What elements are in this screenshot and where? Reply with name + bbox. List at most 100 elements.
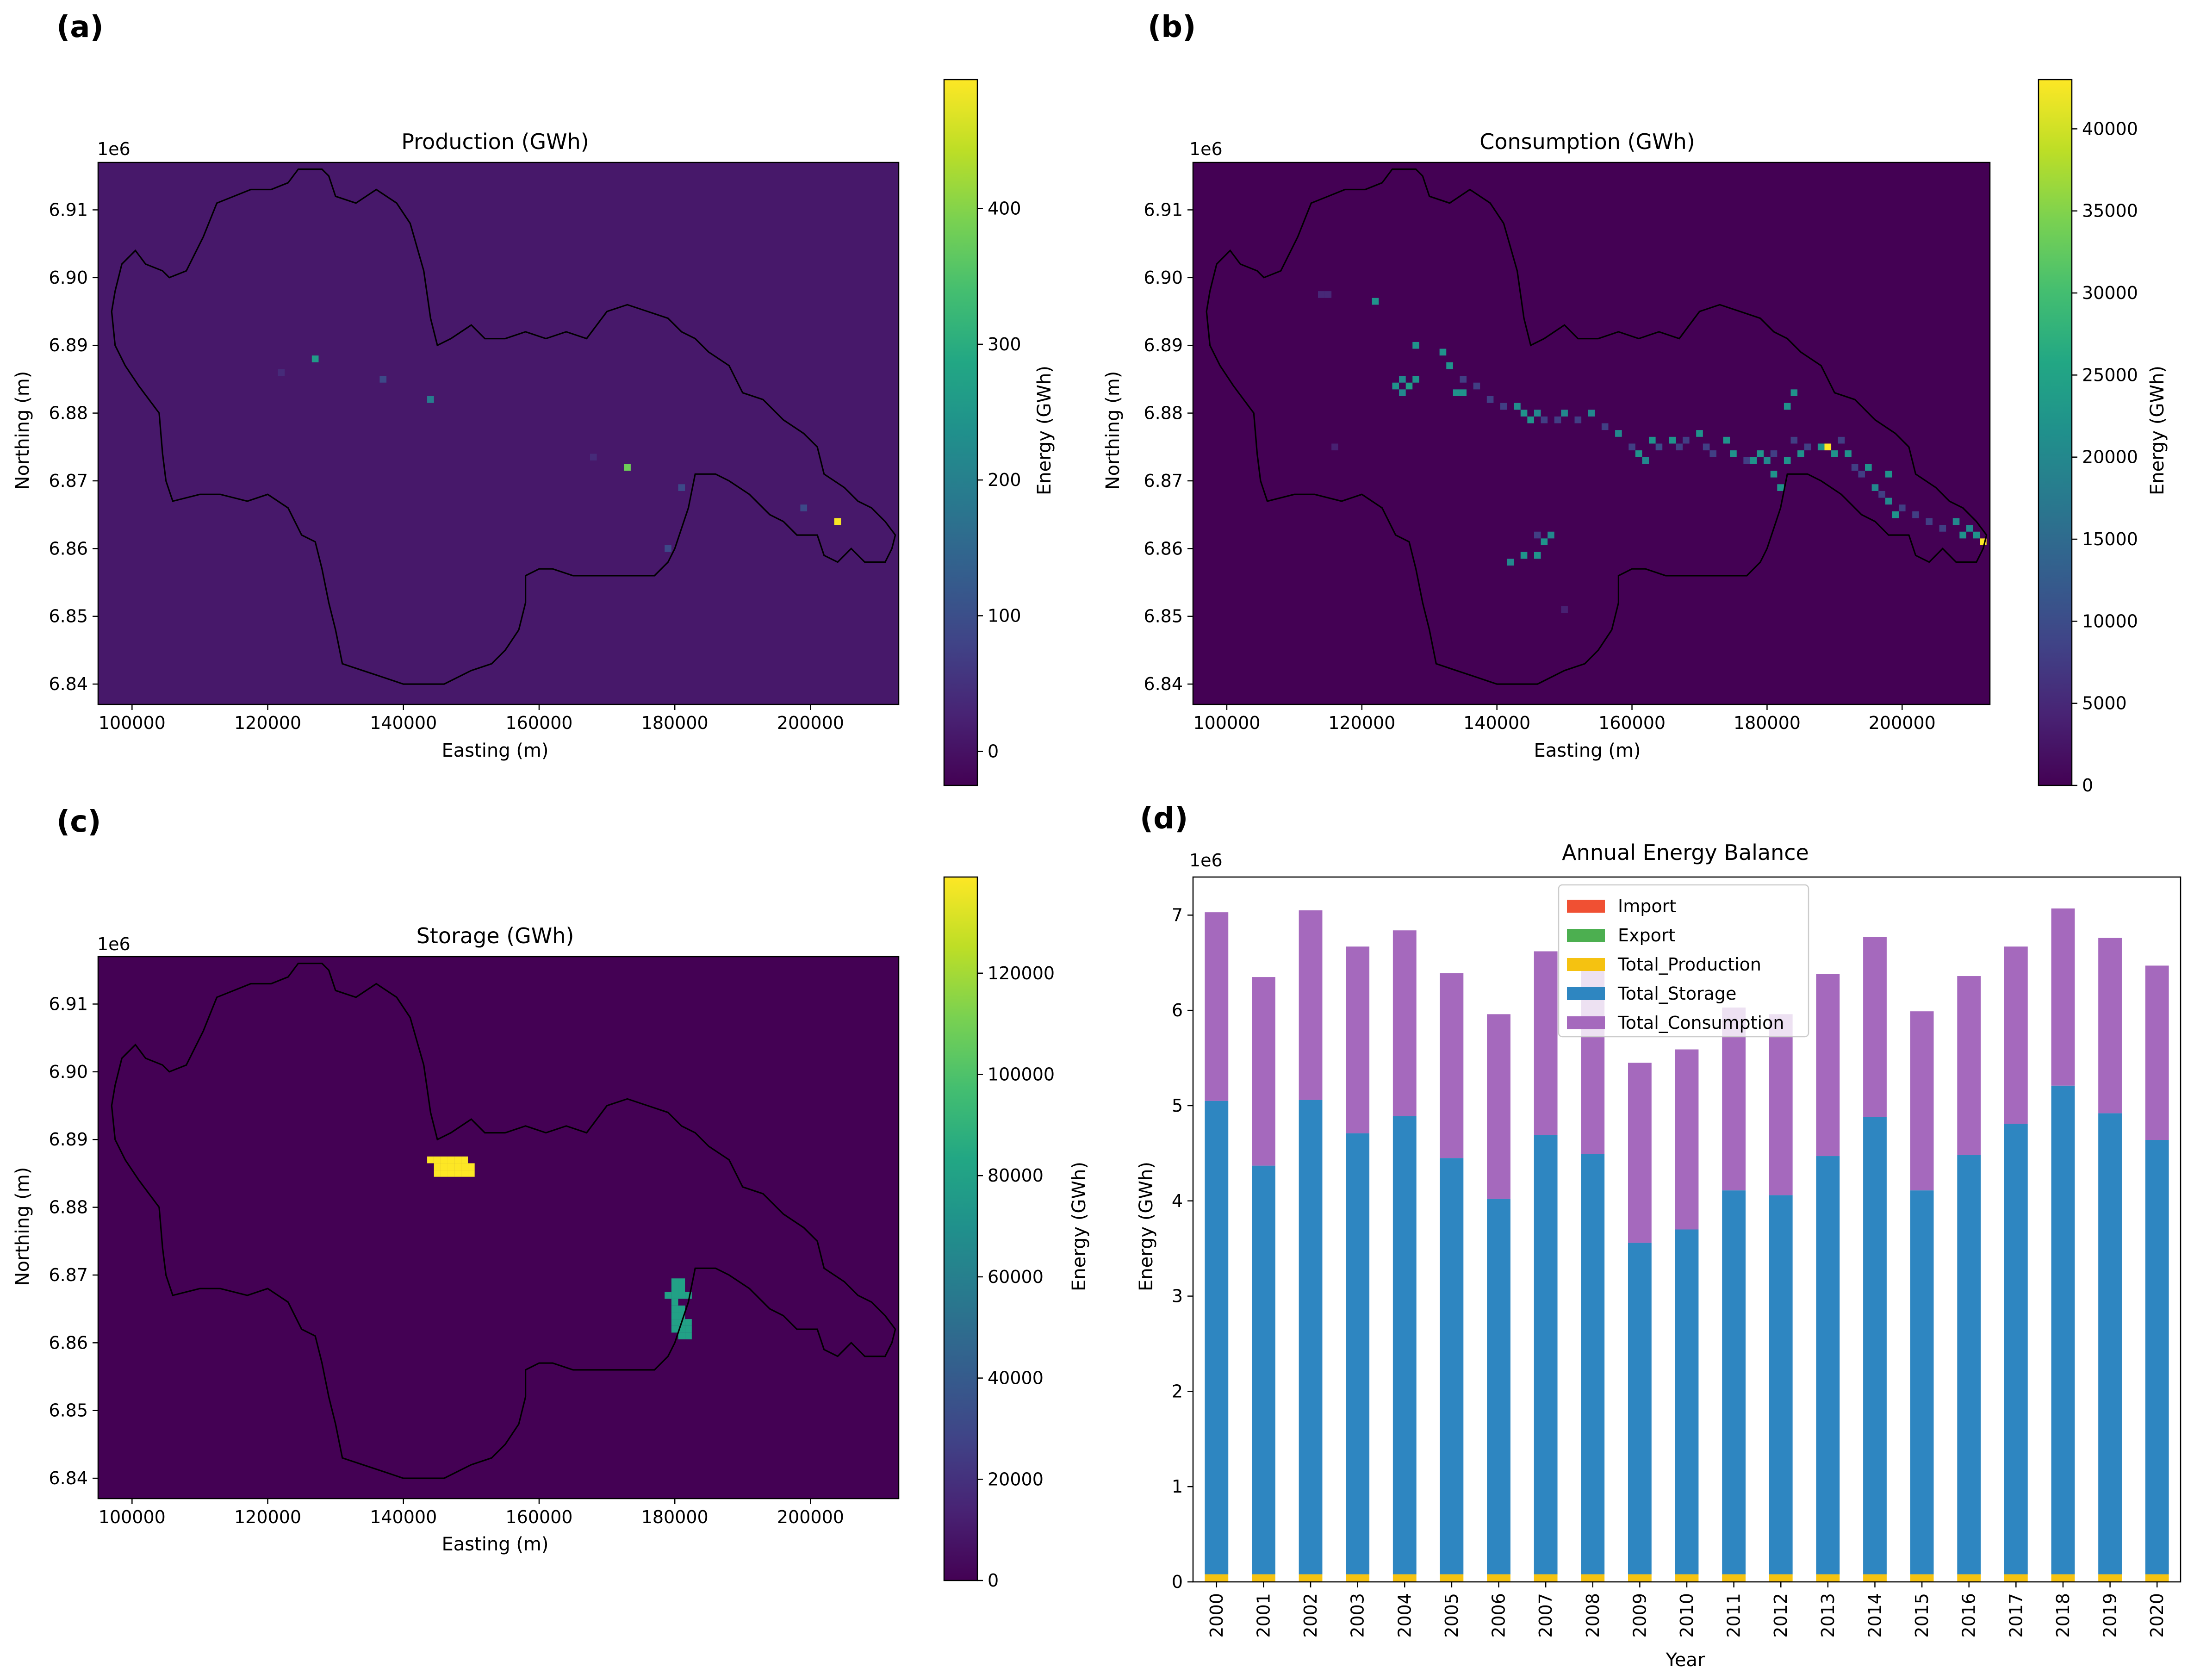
x-tick-label: 2010 xyxy=(1677,1593,1697,1638)
bar-segment xyxy=(2098,1113,2122,1574)
heatmap-cell xyxy=(1460,389,1467,396)
bar-segment xyxy=(1534,1135,1558,1574)
heatmap-cell xyxy=(678,1278,685,1285)
heatmap-cell xyxy=(1655,443,1663,451)
x-tick-label: 120000 xyxy=(1328,713,1395,733)
y-tick-label: 6.85 xyxy=(49,1400,88,1421)
heatmap-cell xyxy=(624,464,631,471)
bar-segment xyxy=(1581,1574,1605,1582)
y-tick-label: 6.88 xyxy=(49,403,88,423)
panel-c-xlabel: Easting (m) xyxy=(441,1534,548,1555)
x-tick-label: 2002 xyxy=(1300,1593,1321,1638)
heatmap-cell xyxy=(1885,471,1892,478)
heatmap-cell xyxy=(1790,389,1798,396)
heatmap-cell xyxy=(1561,606,1568,613)
bar-segment xyxy=(1863,1574,1887,1582)
heatmap-cell xyxy=(1399,389,1406,396)
y-tick-label: 6.90 xyxy=(49,1062,88,1082)
heatmap-cell xyxy=(1318,291,1325,298)
y-tick-label: 6.87 xyxy=(1144,471,1183,491)
bar-segment xyxy=(2051,1085,2075,1574)
bar-segment xyxy=(2145,1574,2169,1582)
bar-segment xyxy=(2004,1574,2028,1582)
x-tick-label: 100000 xyxy=(99,713,166,733)
bar-segment xyxy=(1440,973,1464,1158)
x-tick-label: 2003 xyxy=(1348,1593,1368,1638)
heatmap-cell xyxy=(441,1170,448,1177)
colorbar-tick-label: 20000 xyxy=(2082,447,2138,467)
x-tick-label: 120000 xyxy=(234,713,301,733)
heatmap-cell xyxy=(1514,403,1521,410)
panel-b-y-offset: 1e6 xyxy=(1189,139,1223,159)
heatmap-cell xyxy=(379,376,387,383)
heatmap-cell xyxy=(1696,430,1703,437)
region-outline xyxy=(111,963,896,1479)
panel-b-plot-area: 100000 120000 140000 160000 180000 200000 6.84… xyxy=(1144,162,1991,733)
colorbar-tick-label: 0 xyxy=(988,741,999,762)
heatmap-cell xyxy=(678,1292,685,1299)
legend-label: Total_Consumption xyxy=(1617,1013,1784,1033)
bar-segment xyxy=(1299,1100,1323,1574)
colorbar-bar xyxy=(2038,79,2073,786)
y-tick-label: 6.89 xyxy=(1144,335,1183,355)
heatmap-cell xyxy=(1520,410,1528,417)
panel-a-colorbar: 0 100 200 300 400 xyxy=(943,79,1021,786)
heatmap-cell xyxy=(1824,443,1832,451)
y-tick-label: 6.91 xyxy=(49,199,88,220)
colorbar-tick-label: 0 xyxy=(2082,775,2093,796)
panel-a-ylabel: Northing (m) xyxy=(12,371,33,490)
bar-segment xyxy=(1628,1574,1652,1582)
bar-segment xyxy=(1863,937,1887,1117)
bar-segment xyxy=(2051,908,2075,1086)
x-tick-label: 140000 xyxy=(1463,713,1530,733)
x-tick-label: 2011 xyxy=(1724,1593,1744,1638)
x-tick-label: 140000 xyxy=(370,713,437,733)
bar-segment xyxy=(1816,1156,1840,1574)
bar-segment xyxy=(1205,1101,1229,1574)
y-tick-label: 6.84 xyxy=(1144,674,1183,694)
heatmap-cell xyxy=(448,1170,454,1177)
heatmap-cell xyxy=(1777,484,1784,491)
panel-b-ylabel: Northing (m) xyxy=(1102,371,1124,490)
y-tick-label: 6.89 xyxy=(49,1129,88,1150)
heatmap-cell xyxy=(1790,436,1798,444)
bar-segment xyxy=(1487,1199,1510,1574)
y-tick-label: 6.85 xyxy=(1144,606,1183,627)
heatmap-cell xyxy=(454,1170,461,1177)
bar-segment xyxy=(1910,1190,1934,1574)
heatmap-cell xyxy=(1757,450,1764,457)
heatmap-cell xyxy=(434,1170,441,1177)
panel-d-frame xyxy=(1192,876,2182,1583)
heatmap-cell xyxy=(1628,443,1635,451)
heatmap-cell xyxy=(1574,416,1582,423)
bar-segment xyxy=(2004,946,2028,1124)
heatmap-cell xyxy=(1460,376,1467,383)
heatmap-cell xyxy=(1392,382,1399,390)
heatmap-cell xyxy=(1412,376,1419,383)
colorbar-tick-label: 80000 xyxy=(988,1165,1044,1186)
heatmap-cell xyxy=(1541,416,1548,423)
heatmap-cell xyxy=(1669,436,1676,444)
bar-segment xyxy=(1628,1063,1652,1243)
heatmap-cell xyxy=(1507,559,1514,566)
legend-swatch xyxy=(1567,1016,1605,1029)
bar-segment xyxy=(1487,1014,1510,1199)
x-tick-label: 2008 xyxy=(1583,1593,1603,1638)
panel-d: (d) Annual Energy Balance 1e6 2000 2001 20… xyxy=(1136,802,2182,1671)
bar-segment xyxy=(1628,1243,1652,1574)
legend-frame xyxy=(1558,884,1809,1038)
heatmap-cell xyxy=(1709,450,1716,457)
heatmap-cell xyxy=(1554,416,1561,423)
heatmap-cell xyxy=(1615,430,1622,437)
colorbar-bar xyxy=(943,79,978,786)
panel-a-title: Production (GWh) xyxy=(401,129,589,154)
panel-b: (b) Consumption (GWh) 1e6 100000 120000 14… xyxy=(1102,10,2168,796)
x-tick-label: 160000 xyxy=(505,713,572,733)
heatmap-cell xyxy=(665,545,671,552)
y-tick-label: 6.88 xyxy=(49,1197,88,1218)
heatmap-cell xyxy=(800,504,808,511)
x-tick-label: 2000 xyxy=(1206,1593,1227,1638)
bar-segment xyxy=(1675,1049,1699,1230)
x-tick-label: 2014 xyxy=(1865,1593,1885,1638)
heatmap-cell xyxy=(1784,457,1791,464)
